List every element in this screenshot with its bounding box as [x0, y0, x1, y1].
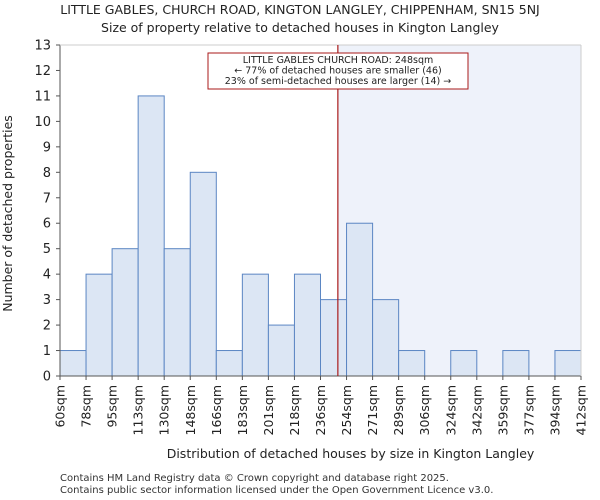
x-tick-label: 324sqm	[443, 385, 458, 435]
x-tick-label: 289sqm	[391, 385, 406, 435]
y-tick-label: 3	[43, 293, 51, 308]
y-tick-label: 1	[43, 344, 51, 359]
annotation-line: LITTLE GABLES CHURCH ROAD: 248sqm	[243, 55, 434, 66]
x-tick-label: 394sqm	[547, 385, 562, 435]
y-tick-label: 12	[34, 64, 51, 79]
x-tick-label: 148sqm	[183, 385, 198, 435]
bar	[554, 350, 582, 377]
bar	[111, 248, 139, 377]
x-tick-label: 342sqm	[469, 385, 484, 435]
x-tick-label: 236sqm	[313, 385, 328, 435]
x-tick-label: 412sqm	[574, 385, 589, 435]
y-tick-label: 0	[43, 370, 51, 385]
bar	[346, 222, 374, 377]
annotation-line: ← 77% of detached houses are smaller (46…	[234, 66, 441, 77]
x-axis-label: Distribution of detached houses by size …	[167, 446, 535, 461]
chart-subtitle: Size of property relative to detached ho…	[101, 20, 499, 35]
x-tick-label: 95sqm	[105, 385, 120, 428]
y-tick-label: 8	[43, 166, 51, 181]
chart-title: LITTLE GABLES, CHURCH ROAD, KINGTON LANG…	[60, 2, 540, 17]
x-tick-label: 218sqm	[287, 385, 302, 435]
bar	[163, 248, 191, 377]
bar	[502, 350, 530, 377]
x-tick-label: 201sqm	[261, 385, 276, 435]
y-tick-label: 4	[43, 268, 51, 283]
bar	[293, 273, 322, 377]
y-tick-label: 10	[34, 115, 51, 130]
y-tick-label: 6	[43, 217, 51, 232]
bar	[267, 324, 295, 377]
x-tick-label: 78sqm	[79, 385, 94, 428]
x-tick-label: 60sqm	[53, 385, 68, 428]
x-tick-label: 306sqm	[417, 385, 432, 435]
x-tick-label: 377sqm	[521, 385, 536, 435]
bar	[320, 299, 348, 377]
annotation-box	[207, 52, 469, 90]
x-tick-label: 271sqm	[365, 385, 380, 435]
x-tick-label: 166sqm	[209, 385, 224, 435]
annotation-line: 23% of semi-detached houses are larger (…	[225, 76, 452, 87]
y-tick-label: 5	[43, 242, 51, 257]
x-tick-label: 130sqm	[157, 385, 172, 435]
x-tick-label: 254sqm	[339, 385, 354, 435]
footer-line-1: Contains HM Land Registry data © Crown c…	[60, 473, 449, 484]
x-tick-label: 113sqm	[131, 385, 146, 435]
bar	[189, 171, 217, 377]
bar	[85, 273, 113, 377]
bar	[241, 273, 269, 377]
bar	[372, 299, 400, 377]
y-tick-label: 11	[34, 89, 51, 104]
bar	[59, 350, 87, 377]
y-tick-label: 9	[43, 140, 51, 155]
x-tick-label: 183sqm	[235, 385, 250, 435]
bar	[450, 350, 478, 377]
y-tick-label: 13	[34, 39, 51, 54]
bar	[137, 95, 165, 377]
y-tick-label: 2	[43, 319, 51, 334]
y-tick-label: 7	[43, 191, 51, 206]
x-tick-label: 359sqm	[495, 385, 510, 435]
bar	[398, 350, 426, 377]
footer-line-2: Contains public sector information licen…	[60, 485, 494, 496]
y-axis-label: Number of detached properties	[0, 115, 15, 312]
bar	[215, 350, 243, 377]
